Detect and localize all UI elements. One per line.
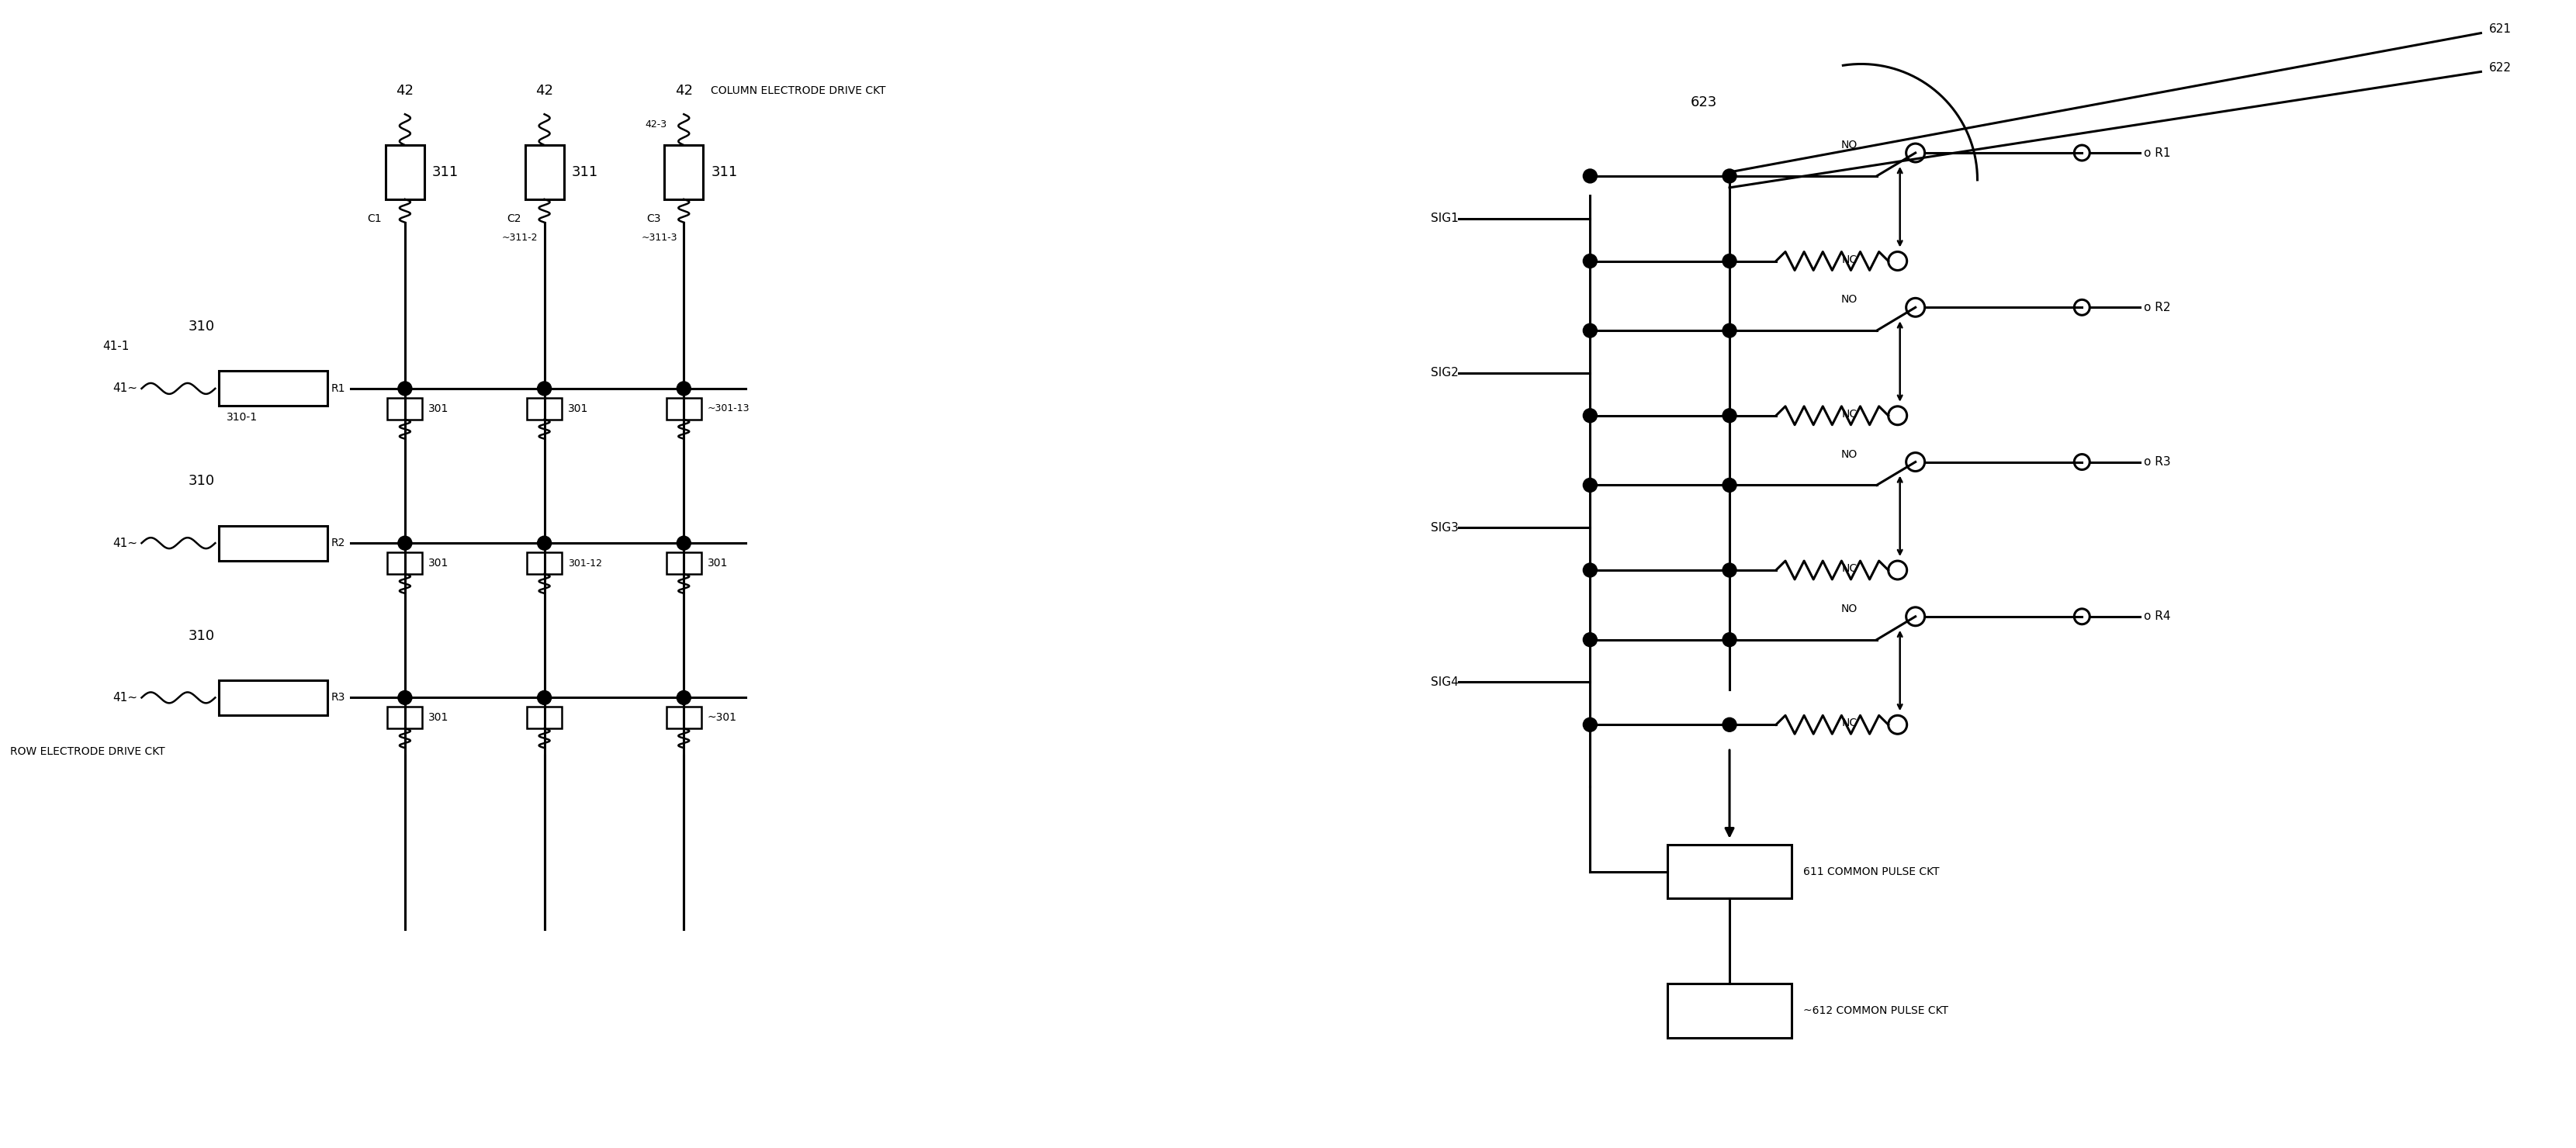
Text: NC: NC [1842,409,1857,419]
Bar [386,707,422,729]
Circle shape [1723,409,1736,422]
Bar [528,552,562,574]
Circle shape [1584,409,1597,422]
Bar [219,371,327,406]
Text: 310: 310 [188,474,214,488]
Text: o R4: o R4 [2143,611,2172,622]
Text: NC: NC [1842,254,1857,265]
Text: NO: NO [1842,294,1857,305]
Text: ~311-3: ~311-3 [641,233,677,243]
Text: NO: NO [1842,604,1857,614]
Circle shape [1723,633,1736,646]
Bar [1667,845,1790,899]
Circle shape [1723,254,1736,267]
Text: 622: 622 [2488,62,2512,73]
Text: NC: NC [1842,564,1857,574]
Text: ~311-2: ~311-2 [502,233,538,243]
Bar [667,552,701,574]
Text: 41-1: 41-1 [103,340,129,351]
Text: 310: 310 [188,320,214,334]
Circle shape [538,536,551,550]
Text: 301: 301 [708,558,729,568]
Bar [219,681,327,715]
Text: 42-3: 42-3 [644,119,667,130]
Text: ~301-13: ~301-13 [708,404,750,413]
Bar [386,552,422,574]
Text: 623: 623 [1690,95,1718,109]
Text: ROW ELECTRODE DRIVE CKT: ROW ELECTRODE DRIVE CKT [10,746,165,758]
Circle shape [1584,633,1597,646]
Text: R2: R2 [332,537,345,549]
Circle shape [677,381,690,396]
Circle shape [1584,324,1597,338]
Text: COLUMN ELECTRODE DRIVE CKT: COLUMN ELECTRODE DRIVE CKT [711,86,886,96]
Text: R1: R1 [332,383,345,394]
Text: 301: 301 [567,403,587,414]
Text: 311: 311 [572,165,598,179]
Text: NO: NO [1842,140,1857,150]
Circle shape [677,691,690,705]
Circle shape [1584,479,1597,492]
Circle shape [1584,254,1597,267]
Text: o R3: o R3 [2143,456,2172,467]
Text: 301: 301 [428,403,448,414]
Circle shape [1723,479,1736,492]
Text: C1: C1 [368,214,381,224]
Circle shape [1584,564,1597,577]
Circle shape [1723,324,1736,338]
Bar [1667,984,1790,1038]
Text: NC: NC [1842,718,1857,729]
Text: C3: C3 [647,214,659,224]
Text: 42: 42 [536,84,554,98]
Text: SIG1: SIG1 [1430,212,1458,224]
Circle shape [677,536,690,550]
Circle shape [397,691,412,705]
Text: C2: C2 [507,214,520,224]
Text: SIG3: SIG3 [1430,522,1458,534]
Bar [528,398,562,419]
Text: 311: 311 [711,165,737,179]
Text: 310: 310 [188,629,214,643]
Text: o R1: o R1 [2143,147,2172,158]
Text: 42: 42 [675,84,693,98]
Text: 41~: 41~ [113,692,137,704]
Text: 310-1: 310-1 [227,412,258,422]
Text: 611 COMMON PULSE CKT: 611 COMMON PULSE CKT [1803,866,1940,877]
Text: ~301: ~301 [708,712,737,723]
Bar [219,526,327,560]
Circle shape [1723,718,1736,731]
Text: 41~: 41~ [113,382,137,395]
Circle shape [538,381,551,396]
Text: 301-12: 301-12 [567,558,603,568]
Text: 621: 621 [2488,23,2512,36]
Bar [667,707,701,729]
Text: 311: 311 [433,165,459,179]
Bar [665,145,703,200]
Circle shape [397,381,412,396]
Circle shape [1723,564,1736,577]
Text: SIG2: SIG2 [1430,367,1458,379]
Text: R3: R3 [332,692,345,703]
Circle shape [1584,169,1597,183]
Text: NO: NO [1842,449,1857,459]
Bar [526,145,564,200]
Text: SIG4: SIG4 [1430,676,1458,688]
Text: ~612 COMMON PULSE CKT: ~612 COMMON PULSE CKT [1803,1006,1947,1016]
Text: 42: 42 [397,84,415,98]
Circle shape [1723,169,1736,183]
Bar [667,398,701,419]
Text: 41~: 41~ [113,537,137,549]
Bar [528,707,562,729]
Text: 301: 301 [428,712,448,723]
Circle shape [397,536,412,550]
Bar [386,145,425,200]
Text: o R2: o R2 [2143,302,2172,313]
Text: 301: 301 [428,558,448,568]
Circle shape [1584,718,1597,731]
Bar [386,398,422,419]
Circle shape [538,691,551,705]
